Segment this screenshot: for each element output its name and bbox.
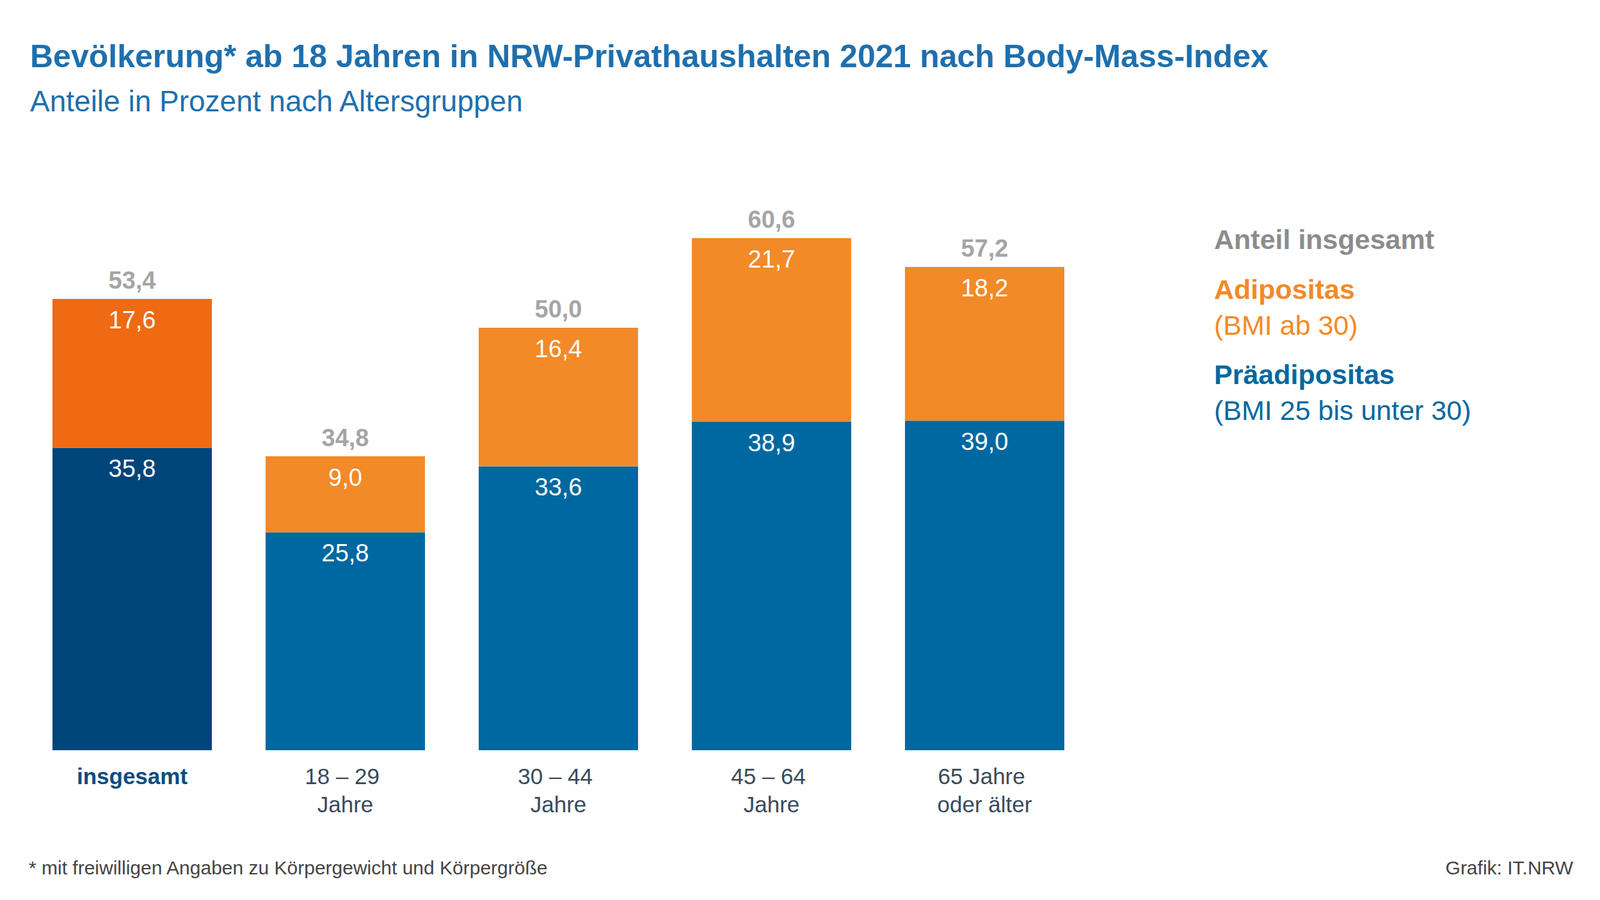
svg-text:Bevölkerung* ab 18 Jahren in N: Bevölkerung* ab 18 Jahren in NRW-Privath… [30, 38, 1269, 75]
svg-text:50,0: 50,0 [535, 295, 583, 323]
svg-text:38,9: 38,9 [748, 429, 796, 457]
svg-text:65 Jahre: 65 Jahre [938, 763, 1032, 789]
svg-text:45 – 64: 45 – 64 [730, 763, 813, 789]
svg-text:* mit freiwilligen Angaben zu: * mit freiwilligen Angaben zu Körpergewi… [28, 856, 548, 879]
svg-text:39,0: 39,0 [961, 428, 1009, 456]
svg-text:18 – 29: 18 – 29 [304, 763, 386, 789]
svg-text:16,4: 16,4 [535, 335, 583, 363]
svg-text:35,8: 35,8 [108, 455, 157, 482]
svg-text:Jahre: Jahre [743, 791, 800, 817]
svg-text:(BMI 25 bis unter 30): (BMI 25 bis unter 30) [1214, 394, 1472, 426]
svg-text:30 – 44: 30 – 44 [517, 763, 600, 789]
svg-text:34,8: 34,8 [321, 424, 370, 452]
svg-text:53,4: 53,4 [108, 266, 157, 294]
svg-text:18,2: 18,2 [961, 274, 1009, 302]
svg-text:17,6: 17,6 [108, 306, 157, 334]
svg-text:60,6: 60,6 [748, 206, 796, 233]
svg-text:Grafik: IT.NRW: Grafik: IT.NRW [1445, 856, 1574, 879]
svg-text:Anteile in Prozent nach Alters: Anteile in Prozent nach Altersgruppen [30, 84, 523, 118]
svg-text:insgesamt: insgesamt [76, 763, 188, 789]
svg-text:Jahre: Jahre [317, 791, 374, 817]
svg-text:oder älter: oder älter [937, 791, 1033, 817]
svg-text:21,7: 21,7 [748, 245, 796, 273]
svg-text:Adipositas: Adipositas [1214, 273, 1355, 305]
svg-text:57,2: 57,2 [961, 234, 1009, 262]
svg-text:Anteil insgesamt: Anteil insgesamt [1214, 224, 1435, 255]
svg-text:33,6: 33,6 [535, 473, 583, 501]
svg-text:(BMI ab 30): (BMI ab 30) [1214, 309, 1359, 341]
svg-text:Jahre: Jahre [530, 791, 587, 817]
svg-text:9,0: 9,0 [328, 464, 363, 491]
svg-text:Präadipositas: Präadipositas [1214, 359, 1395, 390]
svg-text:25,8: 25,8 [321, 539, 370, 567]
